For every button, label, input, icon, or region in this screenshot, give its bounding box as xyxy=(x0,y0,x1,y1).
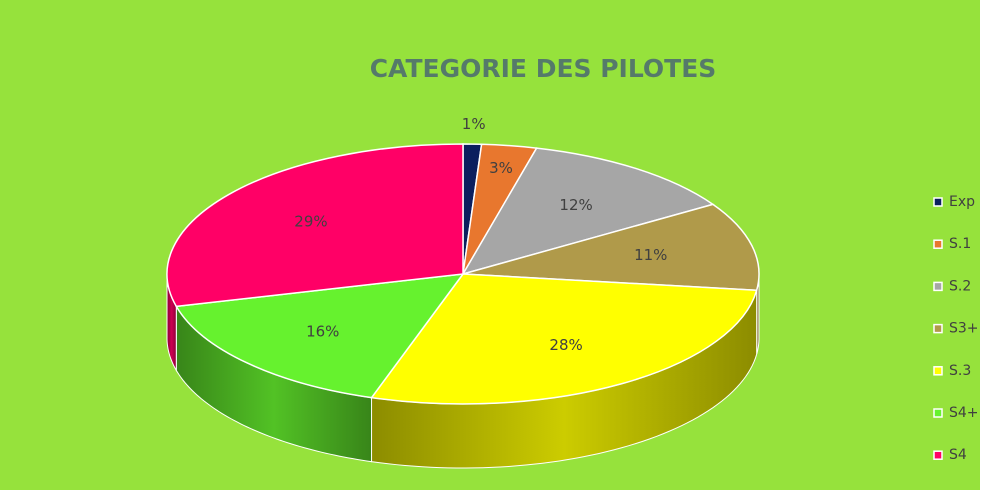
pie-slice xyxy=(462,203,760,292)
legend-swatch xyxy=(933,450,943,460)
pie-slice xyxy=(461,147,715,276)
data-label: 28% xyxy=(549,336,582,354)
legend-label: Exp xyxy=(949,194,975,210)
chart-title: CATEGORIE DES PILOTES xyxy=(370,54,717,83)
legend-label: S.2 xyxy=(949,278,971,294)
legend-swatch xyxy=(933,197,943,207)
data-label: 12% xyxy=(559,196,592,214)
pie-slice xyxy=(175,273,465,399)
data-label: 3% xyxy=(489,159,513,177)
legend-label: S4 xyxy=(949,447,967,463)
legend-swatch xyxy=(933,239,943,249)
pie-slice xyxy=(370,273,758,405)
legend-swatch xyxy=(933,281,943,292)
legend-label: S.3 xyxy=(949,363,971,379)
legend-swatch xyxy=(933,408,943,418)
data-label: 29% xyxy=(294,213,327,231)
legend-swatch xyxy=(933,323,943,334)
data-label: 11% xyxy=(634,246,667,264)
data-label: 16% xyxy=(306,322,339,340)
legend-label: S4+ xyxy=(949,405,979,421)
data-label: 1% xyxy=(462,115,486,133)
legend-label: S.1 xyxy=(949,236,971,252)
pie-slice xyxy=(166,143,464,308)
legend-label: S3+ xyxy=(949,321,979,337)
legend-swatch xyxy=(933,366,943,376)
